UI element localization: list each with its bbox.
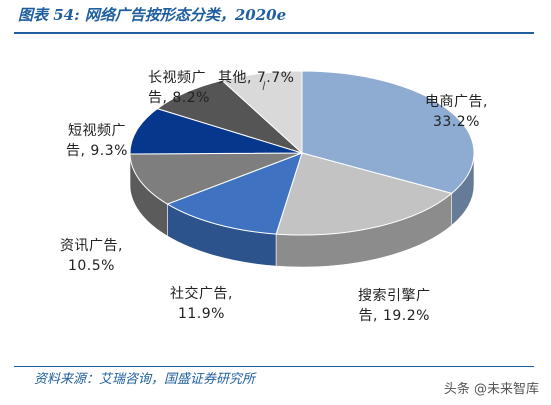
figure-title: 图表 54: 网络广告按形态分类，2020e xyxy=(18,6,287,24)
pie-slice-ecommerce xyxy=(301,70,475,194)
label-long-video-line1: 长视频广 xyxy=(148,70,206,86)
pie-slice-other xyxy=(220,70,303,155)
label-short-video: 短视频广 告, 9.3% xyxy=(66,121,128,161)
pie-slice-long-video xyxy=(156,79,303,154)
label-long-video-line2: 告, 8.2% xyxy=(148,90,210,106)
label-search: 搜索引擎广 告, 19.2% xyxy=(358,286,431,326)
label-ecommerce-line1: 电商广告, xyxy=(425,94,488,110)
source-note: 资料来源：艾瑞咨询，国盛证券研究所 xyxy=(34,372,256,387)
label-short-video-line1: 短视频广 xyxy=(67,123,126,139)
label-ecommerce-line2: 33.2% xyxy=(432,114,480,130)
label-short-video-line2: 告, 9.3% xyxy=(66,143,128,159)
label-search-line2: 告, 19.2% xyxy=(358,308,430,324)
label-social-line1: 社交广告, xyxy=(170,286,233,302)
label-ecommerce: 电商广告, 33.2% xyxy=(425,92,488,132)
title-divider xyxy=(14,32,534,34)
watermark: 头条 @未来智库 xyxy=(444,378,539,397)
label-social: 社交广告, 11.9% xyxy=(170,284,233,324)
pie-slice-short-video xyxy=(129,108,303,155)
label-news: 资讯广告, 10.5% xyxy=(60,236,123,276)
label-news-line2: 10.5% xyxy=(67,258,115,274)
label-long-video: 长视频广 告, 8.2% xyxy=(148,68,210,108)
label-news-line1: 资讯广告, xyxy=(60,238,123,254)
pie-slice-social xyxy=(166,152,303,235)
watermark-text: 头条 @未来智库 xyxy=(443,382,539,397)
leader-line-other xyxy=(262,81,266,91)
pie-chart: 电商广告, 33.2% 搜索引擎广 告, 19.2% 社交广告, 11.9% 资… xyxy=(0,40,551,360)
pie-chart-svg xyxy=(129,70,475,268)
pie-slice-news xyxy=(129,152,303,205)
label-social-line2: 11.9% xyxy=(177,306,225,322)
label-other-line1: 其他, 7.7% xyxy=(218,70,295,86)
pie-slice-search xyxy=(275,152,453,236)
source-divider xyxy=(14,366,534,367)
label-other: 其他, 7.7% xyxy=(218,68,294,88)
label-search-line1: 搜索引擎广 xyxy=(358,288,431,304)
